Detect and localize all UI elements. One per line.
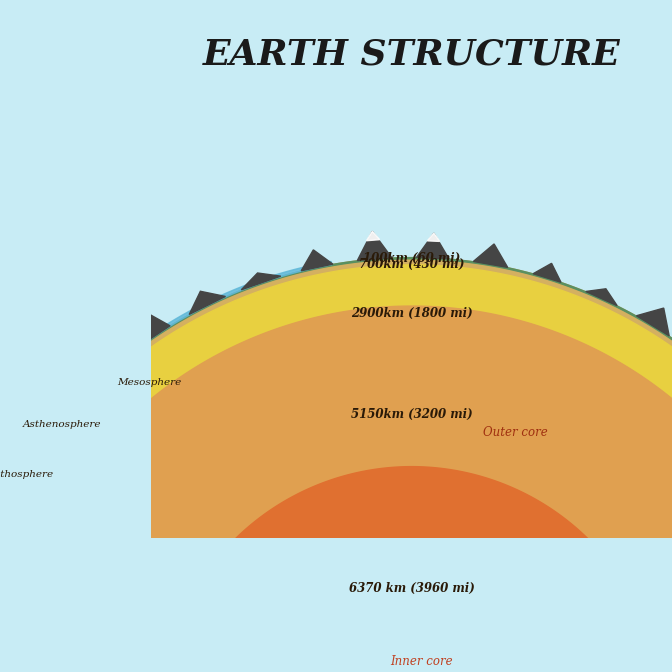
Text: 700km (430 mi): 700km (430 mi) [359, 259, 464, 271]
Text: Ocean: Ocean [0, 671, 1, 672]
Polygon shape [0, 261, 332, 672]
Polygon shape [0, 491, 11, 520]
Polygon shape [417, 233, 449, 259]
Polygon shape [190, 291, 226, 314]
Polygon shape [54, 397, 79, 421]
Text: Asthenosphere: Asthenosphere [23, 421, 101, 429]
Polygon shape [301, 250, 333, 271]
Text: Lithosphere: Lithosphere [0, 470, 53, 479]
Polygon shape [97, 358, 124, 382]
Polygon shape [140, 309, 151, 321]
Text: Mesosphere: Mesosphere [117, 378, 181, 386]
Polygon shape [7, 438, 43, 470]
Polygon shape [241, 273, 281, 290]
Polygon shape [358, 231, 392, 261]
Text: Outer core: Outer core [483, 427, 548, 439]
Text: 100km (60 mi): 100km (60 mi) [363, 252, 460, 265]
Polygon shape [160, 466, 663, 672]
Polygon shape [0, 257, 672, 672]
Polygon shape [7, 438, 19, 450]
Polygon shape [636, 308, 669, 336]
Polygon shape [0, 257, 672, 672]
Polygon shape [473, 244, 508, 267]
Text: Mantle
(silicate
materials): Mantle (silicate materials) [0, 671, 1, 672]
Text: 6370 km (3960 mi): 6370 km (3960 mi) [349, 581, 474, 595]
Text: 5150km (3200 mi): 5150km (3200 mi) [351, 408, 472, 421]
Polygon shape [586, 289, 617, 306]
Polygon shape [0, 265, 672, 672]
Text: Core
(iron, nickel
and sulfur): Core (iron, nickel and sulfur) [0, 671, 1, 672]
Polygon shape [366, 231, 380, 241]
Text: Inner core: Inner core [390, 655, 453, 668]
Polygon shape [0, 306, 672, 672]
Polygon shape [323, 630, 500, 672]
Polygon shape [427, 233, 439, 241]
Text: 2900km (1800 mi): 2900km (1800 mi) [351, 307, 472, 320]
Text: EARTH STRUCTURE: EARTH STRUCTURE [203, 38, 620, 71]
Polygon shape [0, 260, 672, 672]
Polygon shape [533, 263, 561, 282]
Text: Crust
(granitic and
basaltic rocks): Crust (granitic and basaltic rocks) [0, 671, 1, 672]
Polygon shape [140, 309, 170, 343]
